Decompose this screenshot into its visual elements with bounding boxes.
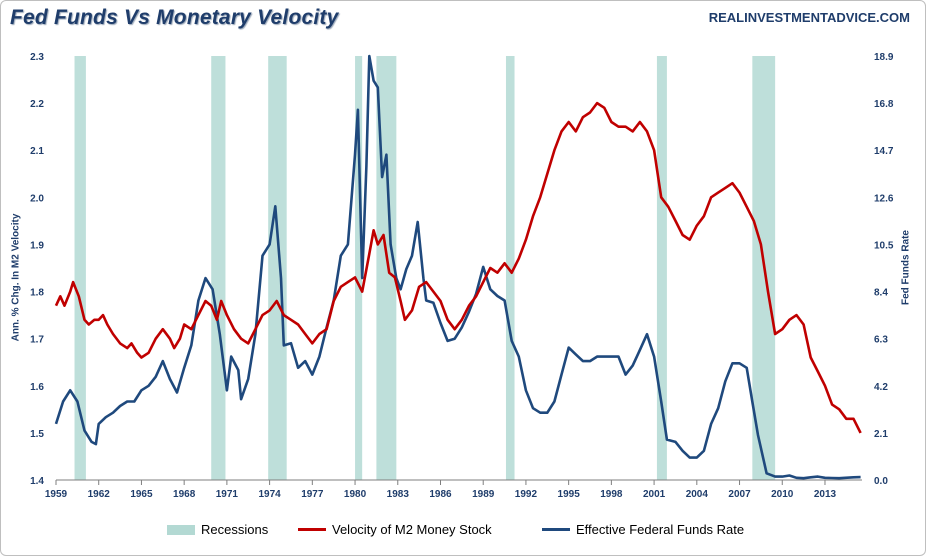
x-tick-label-18: 2013 (814, 489, 837, 500)
x-tick-label-2: 1965 (130, 489, 153, 500)
y-left-tick-label-3: 1.7 (30, 335, 44, 346)
y-left-tick-label-1: 1.5 (30, 429, 44, 440)
brand-link[interactable]: REALINVESTMENTADVICE.COM (708, 10, 910, 25)
y-left-tick-label-9: 2.3 (30, 52, 44, 63)
x-tick-label-16: 2007 (728, 489, 751, 500)
x-tick-label-7: 1980 (344, 489, 367, 500)
x-tick-label-13: 1998 (600, 489, 623, 500)
y-right-tick-label-2: 4.2 (874, 382, 888, 393)
legend-label-fedfunds: Effective Federal Funds Rate (576, 522, 745, 537)
x-tick-label-8: 1983 (387, 489, 410, 500)
x-tick-label-4: 1971 (216, 489, 239, 500)
y-left-tick-label-7: 2.1 (30, 146, 44, 157)
recession-band-2 (268, 56, 287, 480)
y-left-tick-label-5: 1.9 (30, 240, 44, 251)
x-tick-label-3: 1968 (173, 489, 196, 500)
legend: Recessions Velocity of M2 Money Stock Ef… (0, 522, 926, 542)
x-tick-label-15: 2004 (686, 489, 709, 500)
y-right-tick-label-6: 12.6 (874, 193, 894, 204)
x-tick-label-17: 2010 (771, 489, 794, 500)
y-right-tick-label-7: 14.7 (874, 146, 894, 157)
recession-band-6 (656, 56, 667, 480)
series-line-velocity (54, 101, 862, 434)
y-left-tick-label-4: 1.8 (30, 288, 44, 299)
recession-band-1 (211, 56, 226, 480)
y-right-tick-label-0: 0.0 (874, 476, 888, 487)
x-tick-label-0: 1959 (45, 489, 68, 500)
x-tick-label-14: 2001 (643, 489, 666, 500)
y-left-tick-label-6: 2.0 (30, 193, 44, 204)
y-axis-left-label: Ann. % Chg. In M2 Velocity (10, 213, 22, 342)
y-right-tick-label-5: 10.5 (874, 240, 894, 251)
recession-band-5 (505, 56, 515, 480)
legend-label-velocity: Velocity of M2 Money Stock (332, 522, 492, 537)
y-left-tick-label-0: 1.4 (30, 476, 44, 487)
legend-item-fedfunds: Effective Federal Funds Rate (542, 522, 744, 537)
x-tick-label-11: 1992 (515, 489, 538, 500)
legend-label-recessions: Recessions (201, 522, 269, 537)
recession-band-3 (355, 56, 363, 480)
y-left-tick-label-2: 1.6 (30, 382, 44, 393)
y-left-tick-label-8: 2.2 (30, 99, 44, 110)
y-right-tick-label-9: 18.9 (874, 52, 894, 63)
y-right-tick-label-4: 8.4 (874, 288, 888, 299)
series-line-fedfunds (54, 54, 861, 480)
legend-swatch-fedfunds (542, 528, 570, 531)
recession-band-0 (74, 56, 86, 480)
legend-swatch-recessions (167, 524, 195, 535)
y-right-tick-label-8: 16.8 (874, 99, 894, 110)
legend-item-velocity: Velocity of M2 Money Stock (298, 522, 492, 537)
x-tick-label-9: 1986 (429, 489, 452, 500)
legend-item-recessions: Recessions (167, 522, 268, 537)
y-right-tick-label-1: 2.1 (874, 429, 888, 440)
x-tick-label-6: 1977 (301, 489, 324, 500)
x-tick-label-1: 1962 (88, 489, 111, 500)
x-tick-label-12: 1995 (558, 489, 581, 500)
y-right-tick-label-3: 6.3 (874, 335, 888, 346)
chart-title: Fed Funds Vs Monetary Velocity (10, 6, 339, 29)
x-tick-label-10: 1989 (472, 489, 495, 500)
x-tick-label-5: 1974 (258, 489, 281, 500)
legend-swatch-velocity (298, 528, 326, 531)
y-axis-right-label: Fed Funds Rate (900, 230, 912, 306)
